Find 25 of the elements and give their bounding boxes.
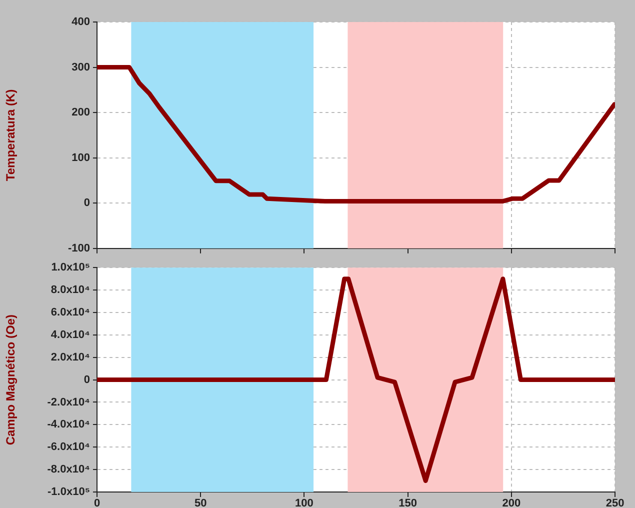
x-tick-label: 150: [398, 498, 417, 508]
y-tick-label: 400: [72, 16, 90, 28]
x-tick-label: 50: [194, 498, 207, 508]
x-tick-label: 0: [94, 498, 100, 508]
y-tick-label: -2.0x10⁴: [47, 396, 90, 408]
y-tick-label: 1.0x10⁵: [51, 262, 90, 274]
y-tick-label: 6.0x10⁴: [50, 306, 90, 319]
x-tick-label: 250: [606, 498, 624, 508]
y-tick-label: 0: [84, 197, 90, 210]
y-tick-label: 8.0x10⁴: [50, 284, 90, 296]
y-tick-label: -8.0x10⁴: [47, 464, 90, 476]
y-tick-label: 2.0x10⁴: [50, 351, 90, 364]
y-tick-label: -1.0x10⁵: [48, 486, 90, 498]
x-tick-label: 100: [295, 498, 314, 508]
y-tick-label: 0: [84, 374, 90, 386]
y-tick-label: -6.0x10⁴: [47, 441, 90, 454]
y-tick-label: 100: [72, 152, 90, 164]
y-tick-label: 4.0x10⁴: [50, 328, 90, 341]
y-tick-label: 300: [72, 61, 90, 74]
y-axis-title: Temperatura (K): [4, 89, 18, 182]
y-tick-label: 200: [72, 106, 90, 119]
y-axis-title: Campo Magnético (Oe): [4, 314, 18, 446]
y-tick-label: -100: [68, 242, 90, 254]
x-tick-label: 200: [502, 498, 521, 508]
y-tick-label: -4.0x10⁴: [47, 418, 90, 431]
